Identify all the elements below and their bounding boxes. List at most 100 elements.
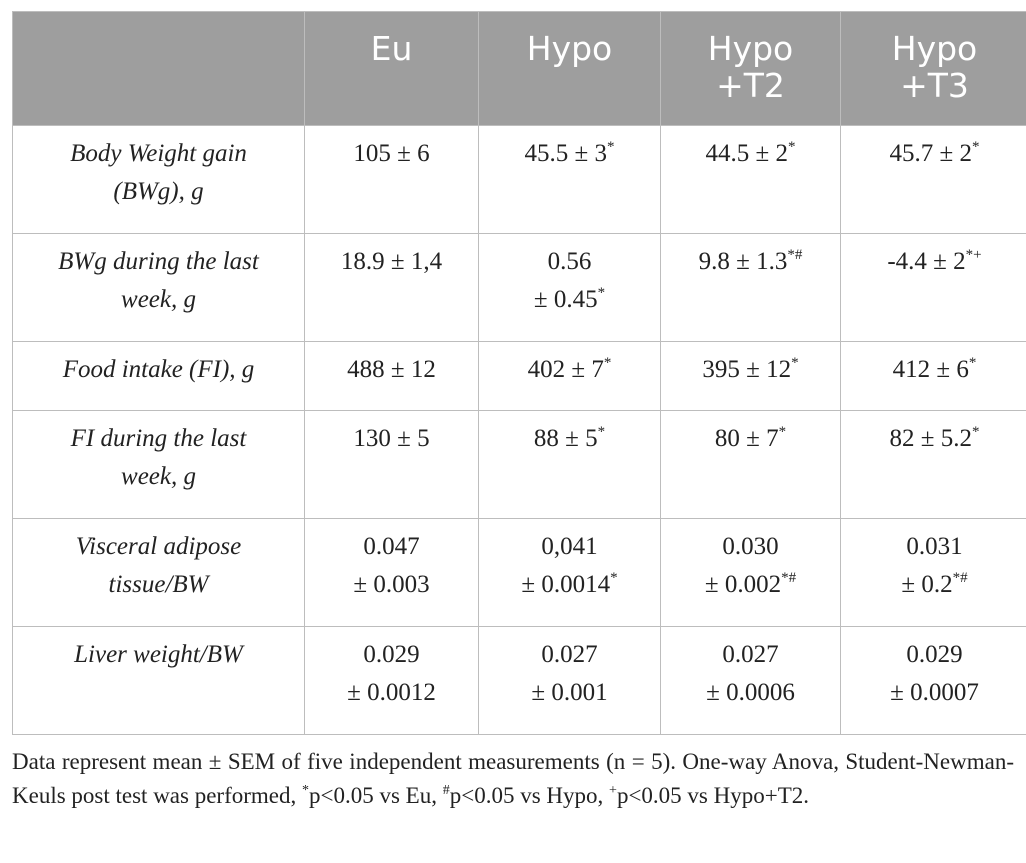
value-text: 0.029 bbox=[906, 641, 963, 668]
header-row: Eu Hypo Hypo +T2 Hypo +T3 bbox=[12, 11, 1026, 126]
value-cell: 488 ± 12 bbox=[304, 341, 479, 411]
value-cell: 44.5 ± 2* bbox=[660, 125, 841, 234]
value-line: 105 ± 6 bbox=[305, 135, 478, 173]
value-cell: 80 ± 7* bbox=[660, 410, 841, 519]
significance-marker: *# bbox=[787, 247, 803, 263]
value-line: 412 ± 6* bbox=[841, 351, 1026, 389]
row-label-line: week, g bbox=[121, 286, 196, 313]
value-line: ± 0.002*# bbox=[661, 566, 840, 604]
value-line: ± 0.45* bbox=[479, 281, 660, 319]
value-line: ± 0.2*# bbox=[841, 566, 1026, 604]
header-line: Hypo bbox=[707, 29, 794, 68]
header-corner-cell bbox=[12, 11, 305, 126]
value-cell: 0.027 ± 0.0006 bbox=[660, 626, 841, 735]
value-line: 0.029 bbox=[841, 636, 1026, 674]
value-line: 9.8 ± 1.3*# bbox=[661, 243, 840, 281]
value-line: ± 0.001 bbox=[479, 674, 660, 712]
value-text: 44.5 ± 2 bbox=[705, 140, 788, 167]
value-line: 44.5 ± 2* bbox=[661, 135, 840, 173]
value-line: 488 ± 12 bbox=[305, 351, 478, 389]
value-line: 395 ± 12* bbox=[661, 351, 840, 389]
row-label: FI during the last week, g bbox=[12, 410, 305, 519]
value-text: 18.9 ± 1,4 bbox=[340, 248, 443, 275]
value-line: ± 0.0006 bbox=[661, 674, 840, 712]
table-footnote: Data represent mean ± SEM of five indepe… bbox=[12, 745, 1014, 813]
header-line: Hypo bbox=[526, 29, 613, 68]
significance-marker: * bbox=[971, 424, 980, 440]
value-text: 0.029 bbox=[363, 641, 420, 668]
value-line: 80 ± 7* bbox=[661, 420, 840, 458]
value-cell: 82 ± 5.2* bbox=[840, 410, 1026, 519]
header-hypo: Hypo bbox=[478, 11, 661, 126]
value-line: 130 ± 5 bbox=[305, 420, 478, 458]
header-hypo-t2: Hypo +T2 bbox=[660, 11, 841, 126]
row-label: BWg during the last week, g bbox=[12, 233, 305, 342]
value-text: 9.8 ± 1.3 bbox=[698, 248, 788, 275]
value-line: ± 0.0014* bbox=[479, 566, 660, 604]
value-text: ± 0.0006 bbox=[706, 679, 795, 706]
value-text: 488 ± 12 bbox=[347, 356, 436, 383]
value-cell: 9.8 ± 1.3*# bbox=[660, 233, 841, 342]
significance-marker: * bbox=[778, 424, 787, 440]
value-text: 88 ± 5 bbox=[533, 425, 598, 452]
value-cell: 0.029 ± 0.0007 bbox=[840, 626, 1026, 735]
header-line: Hypo bbox=[891, 29, 978, 68]
row-label-line: (BWg), g bbox=[113, 178, 204, 205]
value-text: 105 ± 6 bbox=[353, 140, 430, 167]
footnote-symbol-hash: # bbox=[442, 783, 450, 798]
header-line: +T2 bbox=[716, 66, 785, 105]
significance-marker: * bbox=[597, 424, 606, 440]
value-text: 0.56 bbox=[547, 248, 592, 275]
value-text: ± 0.001 bbox=[531, 679, 608, 706]
footnote-symbol-star: * bbox=[302, 783, 309, 798]
value-cell: 130 ± 5 bbox=[304, 410, 479, 519]
row-label: Visceral adipose tissue/BW bbox=[12, 518, 305, 627]
value-cell: 88 ± 5* bbox=[478, 410, 661, 519]
significance-marker: * bbox=[610, 570, 618, 586]
value-text: ± 0.2 bbox=[901, 571, 953, 598]
row-label-line: Liver weight/BW bbox=[74, 641, 243, 668]
value-line: ± 0.003 bbox=[305, 566, 478, 604]
value-line: ± 0.0007 bbox=[841, 674, 1026, 712]
value-cell: 0.56 ± 0.45* bbox=[478, 233, 661, 342]
row-label-line: FI during the last bbox=[70, 425, 247, 452]
value-text: 0.030 bbox=[722, 533, 779, 560]
value-text: 130 ± 5 bbox=[353, 425, 430, 452]
value-cell: 395 ± 12* bbox=[660, 341, 841, 411]
significance-marker: * bbox=[606, 139, 615, 155]
value-text: 402 ± 7 bbox=[527, 356, 604, 383]
significance-marker: *# bbox=[952, 570, 968, 586]
header-line: +T3 bbox=[900, 66, 969, 105]
table-container: Eu Hypo Hypo +T2 Hypo +T3 Body Weight ga… bbox=[12, 11, 1026, 735]
value-text: ± 0.0014 bbox=[521, 571, 611, 598]
row-label-line: Food intake (FI), g bbox=[62, 356, 255, 383]
value-text: 45.7 ± 2 bbox=[889, 140, 972, 167]
value-text: ± 0.002 bbox=[704, 571, 782, 598]
value-cell: 0.031 ± 0.2*# bbox=[840, 518, 1026, 627]
value-text: ± 0.0012 bbox=[347, 679, 436, 706]
value-cell: 402 ± 7* bbox=[478, 341, 661, 411]
value-line: 0.56 bbox=[479, 243, 660, 281]
footnote-text: p<0.05 vs Hypo+T2. bbox=[616, 783, 809, 808]
value-cell: 0,041 ± 0.0014* bbox=[478, 518, 661, 627]
value-text: 0.047 bbox=[363, 533, 420, 560]
table-row: FI during the last week, g 130 ± 5 88 ± 5* 8… bbox=[12, 410, 1026, 519]
value-line: 0.047 bbox=[305, 528, 478, 566]
value-line: 0.030 bbox=[661, 528, 840, 566]
value-text: 0.027 bbox=[541, 641, 598, 668]
value-cell: 45.7 ± 2* bbox=[840, 125, 1026, 234]
value-line: 0,041 bbox=[479, 528, 660, 566]
value-cell: 18.9 ± 1,4 bbox=[304, 233, 479, 342]
significance-marker: * bbox=[787, 139, 796, 155]
significance-marker: * bbox=[971, 139, 980, 155]
value-line: 402 ± 7* bbox=[479, 351, 660, 389]
footnote-text: Data represent mean ± SEM of five indepe… bbox=[12, 749, 1014, 808]
data-table: Eu Hypo Hypo +T2 Hypo +T3 Body Weight ga… bbox=[12, 11, 1026, 735]
value-line: 88 ± 5* bbox=[479, 420, 660, 458]
table-body: Body Weight gain (BWg), g 105 ± 6 45.5 ± 3*… bbox=[12, 125, 1026, 735]
value-cell: 0.029 ± 0.0012 bbox=[304, 626, 479, 735]
value-text: 0,041 bbox=[541, 533, 598, 560]
table-row: Food intake (FI), g 488 ± 12 402 ± 7* 395 ±… bbox=[12, 341, 1026, 411]
value-text: 0.031 bbox=[906, 533, 963, 560]
header-line: Eu bbox=[370, 29, 413, 68]
